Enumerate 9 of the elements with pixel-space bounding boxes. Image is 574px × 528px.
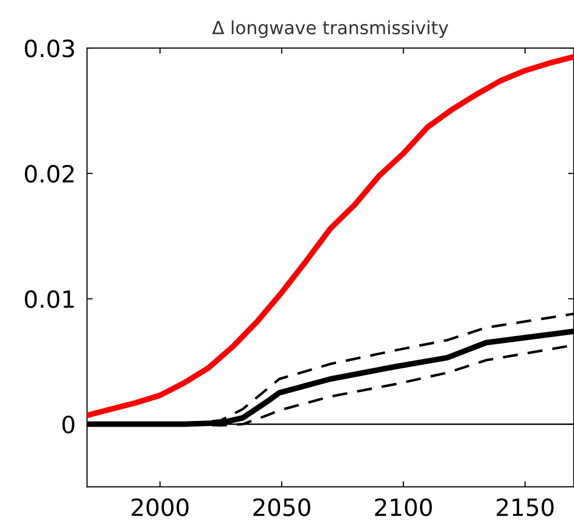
x-tick-label: 2150 bbox=[496, 498, 554, 516]
y-tick-label: 0.02 bbox=[24, 164, 74, 183]
y-tick-label: 0.03 bbox=[24, 39, 74, 58]
x-tick-label: 2050 bbox=[253, 498, 310, 516]
x-tick-label: 2100 bbox=[375, 498, 432, 516]
y-tick-label: 0 bbox=[62, 416, 74, 434]
x-tick-label: 2000 bbox=[132, 498, 189, 516]
y-tick-label: 0.01 bbox=[24, 290, 74, 308]
chart-title: Δ longwave transmissivity bbox=[212, 20, 448, 38]
